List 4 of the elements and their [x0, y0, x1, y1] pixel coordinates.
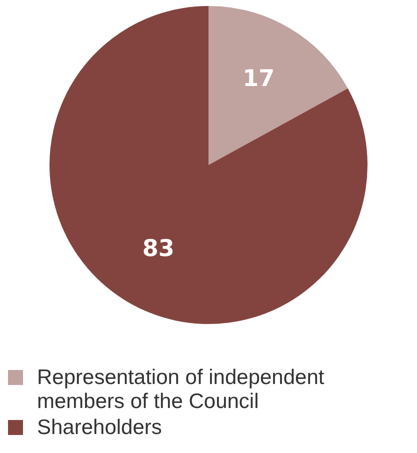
legend-label: Shareholders	[37, 416, 162, 440]
data-label: 83	[142, 236, 174, 262]
data-label: 17	[242, 66, 275, 92]
legend-label: Representation of independent members of the Council	[37, 366, 326, 414]
